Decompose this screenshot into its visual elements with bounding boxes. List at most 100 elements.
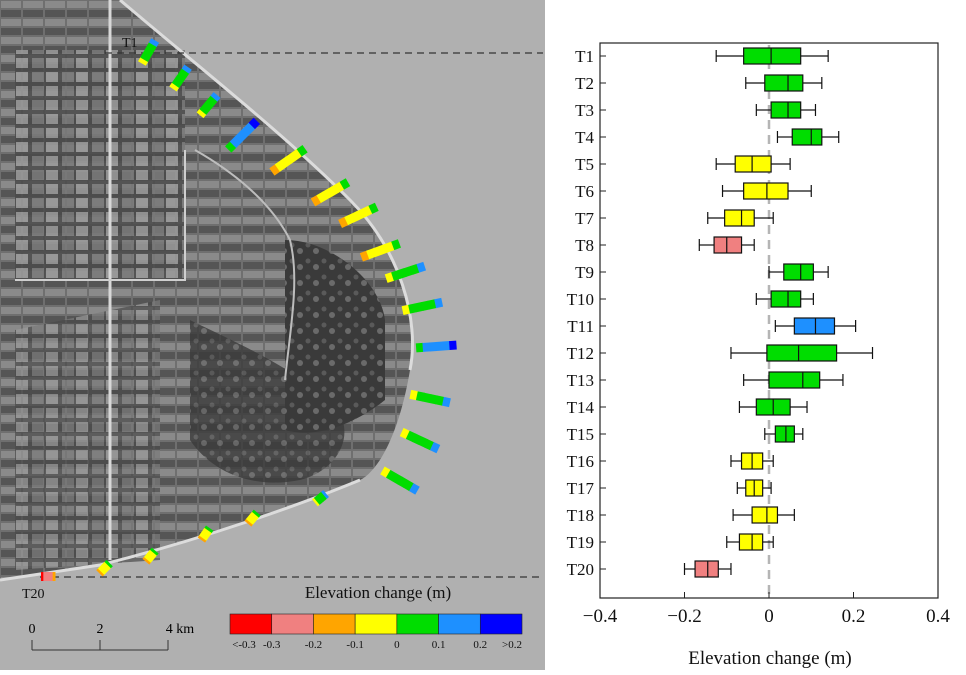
legend-tick-label: 0.1 (432, 639, 446, 651)
transect-strip (310, 178, 351, 207)
legend-swatch (271, 613, 314, 635)
legend-tick-label: -0.3 (263, 639, 281, 651)
y-tick-label: T10 (567, 290, 594, 309)
transect-strip (197, 525, 214, 543)
box-iqr (791, 128, 823, 146)
x-tick-label: 0.2 (842, 606, 866, 627)
legend-swatch (479, 613, 523, 635)
transect-strip (409, 389, 451, 408)
box-iqr (770, 290, 802, 308)
x-tick-label: 0.4 (926, 606, 950, 627)
y-tick-label: T20 (567, 560, 594, 579)
legend-tick-label: 0 (394, 639, 400, 651)
box-iqr (724, 209, 755, 227)
y-tick-label: T17 (567, 479, 595, 498)
scale-tick-4km: 4 km (166, 622, 195, 637)
scale-tick-2: 2 (97, 622, 104, 637)
box-t4 (776, 128, 840, 146)
marsh-area (285, 240, 385, 433)
box-t6 (721, 182, 812, 200)
legend-swatch (313, 613, 356, 635)
legend-swatch (438, 613, 481, 635)
transect-strip (269, 144, 308, 176)
box-iqr (764, 74, 804, 92)
transect-strip (415, 340, 457, 353)
box-t15 (764, 425, 804, 443)
box-iqr (738, 533, 764, 551)
transect-strip (142, 547, 159, 565)
box-t2 (745, 74, 823, 92)
transect-strips (41, 38, 457, 581)
box-t19 (726, 533, 774, 551)
box-t5 (715, 155, 791, 173)
box-iqr (743, 182, 789, 200)
x-tick-label: −0.2 (667, 606, 701, 627)
transect-strip (138, 38, 160, 66)
legend-tick-label: 0.2 (473, 639, 487, 651)
box-t16 (730, 452, 774, 470)
transect-strip (401, 297, 444, 316)
legend-tick-label: <-0.3 (232, 639, 256, 651)
transect-strip (41, 572, 56, 581)
transect-strip (384, 261, 427, 283)
box-iqr (768, 371, 821, 389)
box-iqr (694, 560, 719, 578)
box-t14 (738, 398, 808, 416)
box-t1 (715, 47, 829, 65)
box-t17 (736, 479, 772, 497)
transect-strip (244, 509, 261, 527)
box-t20 (683, 560, 732, 578)
y-tick-label: T13 (567, 371, 594, 390)
y-tick-label: T9 (575, 263, 594, 282)
box-iqr (770, 101, 802, 119)
box-t11 (774, 317, 857, 335)
transect-label-top: T1 (122, 36, 138, 51)
box-iqr (793, 317, 836, 335)
box-iqr (783, 263, 814, 281)
y-tick-label: T15 (567, 425, 594, 444)
box-iqr (751, 506, 779, 524)
box-iqr (774, 425, 795, 443)
transect-strip (399, 427, 441, 454)
box-t7 (707, 209, 774, 227)
transect-strip (96, 559, 113, 577)
box-iqr (734, 155, 772, 173)
y-tick-label: T14 (567, 398, 595, 417)
y-tick-label: T2 (575, 74, 594, 93)
box-iqr (766, 344, 838, 362)
y-tick-label: T1 (575, 47, 594, 66)
map-legend-title: Elevation change (m) (305, 583, 451, 602)
legend-tick-label: -0.2 (305, 639, 322, 651)
transect-strip (225, 117, 261, 153)
x-axis-label: Elevation change (m) (688, 648, 852, 669)
box-t3 (755, 101, 817, 119)
legend-tick-label: -0.1 (346, 639, 363, 651)
transect-strip (380, 466, 420, 495)
legend-swatch (396, 613, 439, 635)
y-tick-label: T12 (567, 344, 594, 363)
x-tick-label: −0.4 (583, 606, 618, 627)
legend-swatch (354, 613, 398, 635)
y-tick-label: T8 (575, 236, 594, 255)
box-t8 (698, 236, 755, 254)
box-t18 (732, 506, 795, 524)
y-tick-label: T6 (575, 182, 594, 201)
box-plot: −0.4 −0.2 0 0.2 0.4 T1 T2 T3 T4 T5 T6 T7 T8 T9 T10 T11 T… (567, 42, 950, 669)
legend-tick-label: >0.2 (502, 639, 522, 651)
x-tick-label: 0 (764, 606, 774, 627)
box-t13 (743, 371, 844, 389)
y-tick-label: T3 (575, 101, 594, 120)
y-tick-label: T19 (567, 533, 594, 552)
scale-tick-0: 0 (29, 622, 36, 637)
box-t10 (755, 290, 814, 308)
y-tick-label: T18 (567, 506, 594, 525)
legend-swatch (229, 613, 273, 635)
y-tick-label: T16 (567, 452, 594, 471)
transect-strip (338, 202, 379, 228)
transect-strip (196, 92, 221, 119)
box-plot-panel: −0.4 −0.2 0 0.2 0.4 T1 T2 T3 T4 T5 T6 T7 T8 T9 T10 T11 T… (545, 0, 966, 670)
box-t12 (730, 344, 874, 362)
map-panel: T1 T20 Elevation change (m) <-0.3 -0.3 -0.… (0, 0, 545, 670)
y-tick-label: T5 (575, 155, 594, 174)
y-tick-label: T4 (575, 128, 594, 147)
